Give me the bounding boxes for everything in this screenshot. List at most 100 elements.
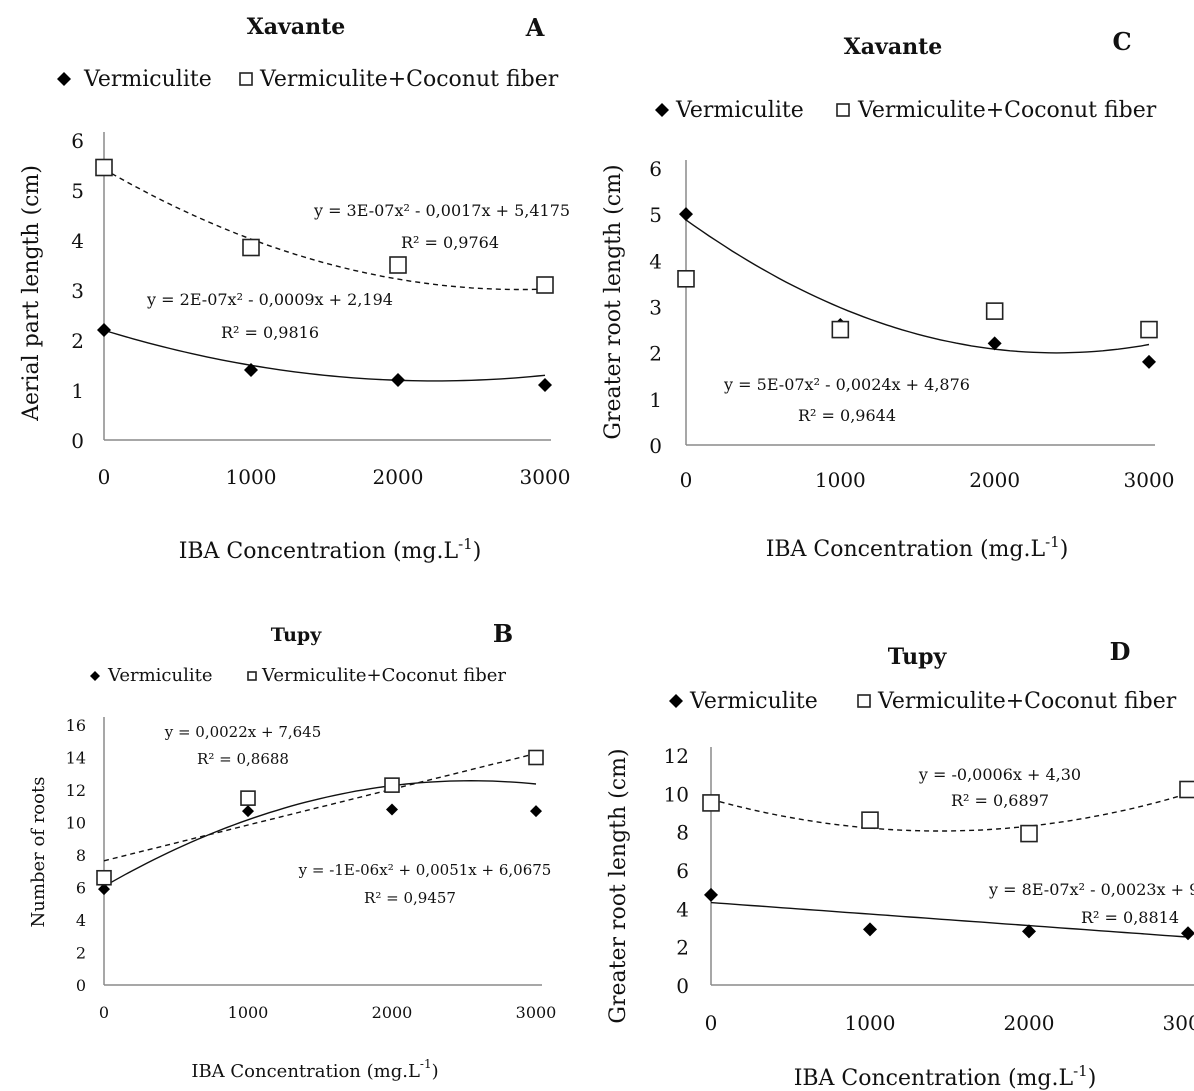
trend-equation: y = 5E-07x² - 0,0024x + 4,876 bbox=[723, 375, 970, 394]
y-tick-label: 6 bbox=[676, 859, 689, 883]
legend-marker-coconut bbox=[239, 72, 253, 86]
panel-label: B bbox=[493, 619, 513, 648]
data-point-vermiculite bbox=[391, 373, 405, 387]
trend-equation: y = -1E-06x² + 0,0051x + 6,0675 bbox=[298, 861, 552, 879]
panel-label: D bbox=[1110, 637, 1131, 666]
y-tick-label: 2 bbox=[676, 936, 689, 960]
y-tick-label: 12 bbox=[66, 781, 86, 800]
data-point-coconut bbox=[95, 158, 113, 177]
data-point-coconut bbox=[528, 749, 544, 766]
trend-equation: y = 0,0022x + 7,645 bbox=[164, 723, 322, 741]
y-tick-label: 8 bbox=[76, 846, 86, 865]
data-point-coconut bbox=[384, 777, 400, 793]
legend-entry: Vermiculite+Coconut fiber bbox=[857, 98, 1157, 123]
chart-panel-b: Tupy B Vermiculite Vermiculite+Coconut fibe… bbox=[28, 619, 556, 1082]
y-tick-label: 14 bbox=[66, 749, 86, 768]
legend-marker-vermiculite bbox=[669, 694, 683, 708]
data-point-vermiculite bbox=[1142, 354, 1156, 369]
y-tick-label: 2 bbox=[649, 342, 662, 366]
trend-equation: y = 3E-07x² - 0,0017x + 5,4175 bbox=[313, 201, 570, 220]
legend-entry: Vermiculite bbox=[107, 665, 213, 686]
chart-title: Xavante bbox=[844, 34, 943, 60]
legend-marker-vermiculite bbox=[57, 72, 71, 86]
x-axis-label: IBA Concentration (mg.L-1) bbox=[766, 533, 1069, 562]
data-point-coconut bbox=[389, 256, 407, 274]
data-point-coconut bbox=[96, 869, 112, 886]
data-point-coconut bbox=[1020, 824, 1038, 843]
y-tick-label: 2 bbox=[71, 329, 84, 353]
data-point-vermiculite bbox=[987, 336, 1002, 351]
chart-title: Tupy bbox=[888, 644, 948, 670]
trendline-coconut bbox=[103, 752, 537, 862]
y-tick-label: 0 bbox=[649, 434, 662, 458]
y-tick-label: 3 bbox=[649, 296, 662, 320]
data-point-vermiculite bbox=[530, 805, 542, 818]
chart-panel-d: Tupy D Vermiculite Vermiculite+Coconut fibe… bbox=[606, 637, 1194, 1091]
trendline-coconut bbox=[103, 168, 546, 291]
y-tick-label: 1 bbox=[71, 379, 84, 403]
data-point-vermiculite bbox=[97, 323, 111, 337]
data-point-vermiculite bbox=[244, 363, 258, 377]
y-tick-label: 8 bbox=[676, 821, 689, 845]
r-squared: R² = 0,9457 bbox=[364, 889, 456, 907]
y-axis-label: Aerial part length (cm) bbox=[19, 165, 44, 422]
x-axis-label: IBA Concentration (mg.L-1) bbox=[794, 1062, 1097, 1091]
trendline-vermiculite bbox=[103, 779, 537, 888]
x-tick-label: 1000 bbox=[228, 1003, 269, 1022]
chart-panel-c: Xavante C Vermiculite Vermiculite+Coconut f… bbox=[601, 27, 1174, 562]
data-point-vermiculite bbox=[242, 805, 254, 818]
y-tick-label: 4 bbox=[76, 911, 86, 930]
panel-label: C bbox=[1112, 27, 1131, 56]
trendline-vermiculite bbox=[685, 219, 1150, 354]
y-axis-label: Number of roots bbox=[28, 777, 49, 928]
data-point-vermiculite bbox=[1022, 924, 1036, 939]
legend-entry: Vermiculite+Coconut fiber bbox=[261, 665, 506, 686]
trendline-coconut bbox=[710, 792, 1189, 832]
y-tick-label: 5 bbox=[71, 179, 84, 203]
data-point-coconut bbox=[1179, 780, 1194, 799]
x-tick-label: 3000 bbox=[516, 1003, 557, 1022]
legend-marker-vermiculite bbox=[655, 103, 669, 117]
legend-marker-coconut bbox=[247, 671, 257, 681]
data-point-coconut bbox=[702, 794, 720, 812]
data-point-vermiculite bbox=[679, 207, 693, 222]
r-squared: R² = 0,6897 bbox=[951, 791, 1049, 810]
r-squared: R² = 0,9644 bbox=[798, 406, 896, 425]
data-point-coconut bbox=[861, 811, 879, 829]
y-tick-label: 0 bbox=[76, 976, 86, 995]
data-point-coconut bbox=[242, 238, 260, 257]
trendline-vermiculite bbox=[710, 901, 1189, 938]
trendline-vermiculite bbox=[103, 329, 546, 382]
x-tick-label: 1000 bbox=[226, 465, 277, 489]
data-point-vermiculite bbox=[386, 803, 398, 816]
legend-entry: Vermiculite bbox=[689, 689, 818, 714]
data-point-coconut bbox=[831, 320, 850, 339]
data-point-vermiculite bbox=[1181, 926, 1194, 941]
y-tick-label: 4 bbox=[649, 249, 662, 273]
r-squared: R² = 0,9816 bbox=[221, 323, 319, 342]
legend-entry: Vermiculite bbox=[675, 98, 804, 123]
y-tick-label: 2 bbox=[76, 944, 86, 963]
y-tick-label: 6 bbox=[76, 879, 86, 898]
chart-title: Tupy bbox=[271, 624, 322, 646]
legend-marker-vermiculite bbox=[90, 671, 100, 681]
y-tick-label: 10 bbox=[664, 782, 689, 806]
y-axis-label: Greater root length (cm) bbox=[601, 164, 626, 439]
y-tick-label: 6 bbox=[649, 157, 662, 181]
x-tick-label: 0 bbox=[99, 1003, 109, 1022]
legend-marker-coconut bbox=[857, 694, 871, 708]
y-tick-label: 1 bbox=[649, 388, 662, 412]
legend-entry: Vermiculite bbox=[83, 67, 212, 92]
r-squared: R² = 0,8814 bbox=[1081, 908, 1179, 927]
y-tick-label: 0 bbox=[71, 429, 84, 453]
r-squared: R² = 0,8688 bbox=[197, 750, 289, 768]
r-squared: R² = 0,9764 bbox=[401, 233, 499, 252]
trend-equation: y = -0,0006x + 4,30 bbox=[918, 765, 1081, 784]
x-tick-label: 2000 bbox=[969, 468, 1020, 492]
x-tick-label: 0 bbox=[705, 1011, 718, 1035]
panel-label: A bbox=[525, 13, 545, 42]
x-tick-label: 1000 bbox=[845, 1011, 896, 1035]
y-tick-label: 3 bbox=[71, 279, 84, 303]
legend-marker-coconut bbox=[836, 103, 850, 117]
